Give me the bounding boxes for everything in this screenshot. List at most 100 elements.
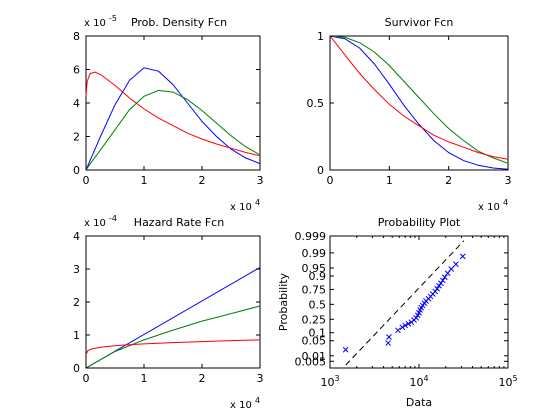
probplot-marker-28-b <box>453 261 459 268</box>
hazard-xtick-label-1: 1 <box>141 372 148 385</box>
probplot-marker-4-b <box>399 324 406 331</box>
probplot-marker-27-b <box>448 266 455 272</box>
probplot-marker-24 <box>439 277 446 284</box>
survivor-frame <box>329 35 509 171</box>
pdf-ytick-label-2: 4 <box>73 97 80 110</box>
survivor-xtick-label-3: 3 <box>505 174 512 187</box>
probplot-ytick-label-5: 0.5 <box>309 298 327 311</box>
probplot-ytick-label-3: 0.1 <box>309 327 327 340</box>
probplot-ytick-label-0: 0.005 <box>295 355 327 368</box>
hazard-axes: 0 1 2 3 0 1 2 3 4 Hazard Rate Fcn x 10 -4 x 10 4 <box>73 214 264 411</box>
hazard-ytick-label-2: 2 <box>73 296 80 309</box>
probplot-marker-11-b <box>416 310 422 316</box>
probplot-marker-29 <box>459 253 466 260</box>
survivor-title: Survivor Fcn <box>385 16 454 29</box>
pdf-y-multiplier: x 10 -5 <box>84 14 117 29</box>
probplot-marker-1-b <box>385 340 391 346</box>
pdf-series-2-line <box>85 71 261 157</box>
hazard-xtick-label-2: 2 <box>199 372 206 385</box>
hazard-x-multiplier: x 10 4 <box>230 396 260 411</box>
probplot-ytick-label-4: 0.25 <box>302 313 327 326</box>
pdf-xtick-label-1: 1 <box>141 174 148 187</box>
probplot-marker-4 <box>399 324 406 331</box>
survivor-series-1-line <box>329 35 509 164</box>
hazard-ytick-label-0: 0 <box>73 362 80 375</box>
survivor-xtick-label-2: 2 <box>445 174 452 187</box>
pdf-series-1-line <box>85 89 261 171</box>
probplot-frame <box>329 235 509 369</box>
survivor-axes: 0 1 2 3 0 0.5 1 Survivor Fcn x 10 4 <box>307 16 512 213</box>
survivor-xtick-label-1: 1 <box>386 174 393 187</box>
probplot-xtick-label-2: 105 <box>498 374 517 389</box>
probplot-marker-9-b <box>413 315 420 321</box>
probplot-marker-21 <box>434 285 441 292</box>
pdf-x-multiplier: x 10 4 <box>230 198 260 213</box>
hazard-title: Hazard Rate Fcn <box>134 216 224 229</box>
survivor-ytick-label-1: 0.5 <box>307 97 325 110</box>
probplot-marker-26 <box>444 270 451 277</box>
probplot-marker-11 <box>416 310 422 316</box>
hazard-xtick-label-3: 3 <box>257 372 264 385</box>
probplot-ytick-label-1: 0.01 <box>302 350 327 363</box>
hazard-xtick-label-0: 0 <box>83 372 90 385</box>
hazard-frame <box>85 235 261 369</box>
probplot-marker-23 <box>437 280 444 287</box>
probplot-marker-27 <box>448 266 455 272</box>
probplot-marker-2 <box>386 334 392 340</box>
survivor-ytick-label-0: 0 <box>317 164 324 177</box>
hazard-y-multiplier: x 10 -4 <box>84 214 117 229</box>
probplot-marker-24-b <box>439 277 446 284</box>
probplot-marker-21-b <box>434 285 441 292</box>
pdf-xtick-label-2: 2 <box>199 174 206 187</box>
hazard-ytick-label-4: 4 <box>73 230 80 243</box>
pdf-frame <box>85 35 261 171</box>
survivor-xtick-label-0: 0 <box>327 174 334 187</box>
probplot-marker-29-b <box>459 253 466 260</box>
survivor-series-0-line <box>329 35 509 170</box>
probplot-marker-6 <box>405 320 412 327</box>
pdf-ytick-label-1: 2 <box>73 131 80 144</box>
probplot-marker-26-b <box>444 270 451 277</box>
probplot-marker-28 <box>453 261 459 268</box>
probplot-ytick-label-6: 0.75 <box>302 283 327 296</box>
probplot-title: Probability Plot <box>378 216 461 229</box>
probplot-xtick-label-0: 103 <box>320 374 339 389</box>
probplot-marker-23-b <box>437 280 444 287</box>
probplot-marker-5-b <box>402 322 409 329</box>
probplot-ylabel: Probability <box>277 272 290 331</box>
probplot-marker-3 <box>395 327 401 334</box>
probplot-marker-6-b <box>405 320 412 327</box>
hazard-series-1-line <box>85 305 261 369</box>
probplot-marker-25 <box>441 274 448 281</box>
survivor-ytick-label-2: 1 <box>317 30 324 43</box>
hazard-ytick-label-1: 1 <box>73 329 80 342</box>
probplot-fit-line <box>345 240 465 366</box>
hazard-series-2-line <box>85 339 261 355</box>
pdf-title: Prob. Density Fcn <box>131 16 227 29</box>
probplot-marker-9 <box>413 315 420 321</box>
survivor-series-2-line <box>329 35 509 160</box>
probplot-marker-0 <box>342 346 349 353</box>
probplot-ytick-label-7: 0.9 <box>309 270 327 283</box>
probplot-marker-5 <box>402 322 409 329</box>
survivor-x-multiplier: x 10 4 <box>478 198 508 213</box>
probplot-marker-25-b <box>441 274 448 281</box>
probplot-marker-2-b <box>386 334 392 340</box>
hazard-ytick-label-3: 3 <box>73 263 80 276</box>
probplot-ytick-label-2: 0.05 <box>302 335 327 348</box>
probplot-marker-1 <box>385 340 391 346</box>
probplot-marker-0-b <box>342 346 349 353</box>
probplot-marker-20 <box>432 288 439 295</box>
probplot-marker-20-b <box>432 288 439 295</box>
probplot-marker-3-b <box>395 327 401 334</box>
pdf-ytick-label-4: 8 <box>73 30 80 43</box>
probplot-xtick-label-1: 104 <box>409 374 428 389</box>
pdf-xtick-label-3: 3 <box>257 174 264 187</box>
probplot-ytick-label-10: 0.999 <box>295 230 327 243</box>
pdf-axes: 0 1 2 3 0 2 4 6 8 Prob. Density Fcn x 10 -5 x 10 4 <box>73 14 264 213</box>
probplot-xlabel: Data <box>406 396 432 409</box>
pdf-xtick-label-0: 0 <box>83 174 90 187</box>
pdf-ytick-label-0: 0 <box>73 164 80 177</box>
